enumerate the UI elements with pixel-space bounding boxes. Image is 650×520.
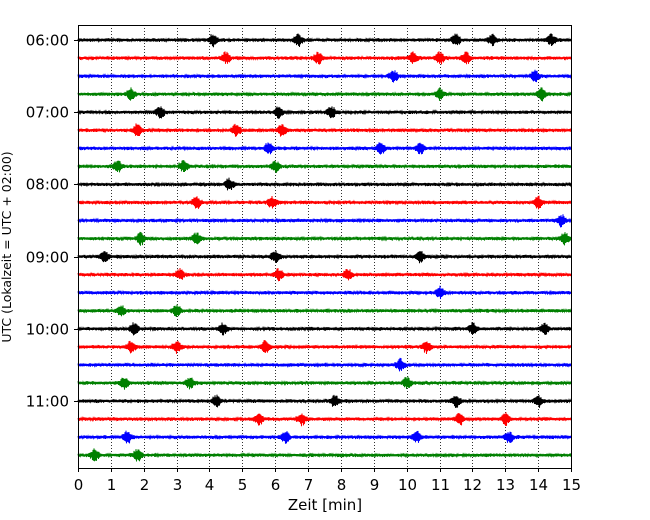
x-tick-label: 15 [562,476,581,494]
y-axis-label: UTC (Lokalzeit = UTC + 02:00) [0,151,14,342]
x-tick-label: 12 [463,476,482,494]
y-tick-label: 08:00 [26,176,69,194]
trace-line [77,376,572,390]
x-tick-label: 1 [107,476,117,494]
trace-line [77,69,572,83]
grid-lines [111,25,539,468]
trace-line [77,250,572,264]
trace-line [77,159,572,173]
trace-group [77,33,572,462]
x-tick-label: 2 [140,476,150,494]
x-tick-label: 4 [205,476,215,494]
x-tick-label: 5 [238,476,248,494]
trace-line [77,430,572,444]
plot-frame [78,25,572,469]
trace-line [77,142,572,155]
trace-line [77,267,572,282]
trace-line [77,123,572,137]
trace-line [77,304,572,318]
trace-line [77,33,572,48]
x-tick-label: 3 [173,476,183,494]
y-tick-label: 06:00 [26,32,69,50]
trace-line [77,339,572,355]
y-tick-label: 11:00 [26,393,69,411]
y-tick-label: 09:00 [26,249,69,267]
trace-line [77,195,572,210]
x-axis: 0 1 2 3 4 5 6 7 8 9 10 11 12 13 14 15 [74,468,581,494]
trace-line [77,322,572,336]
y-tick-label: 07:00 [26,104,69,122]
trace-line [77,448,572,462]
x-tick-label: 7 [304,476,314,494]
y-tick-label: 10:00 [26,321,69,339]
trace-line [77,87,572,102]
trace-line [77,285,572,300]
trace-line [77,231,572,246]
trace-line [77,394,572,408]
x-tick-label: 8 [337,476,347,494]
trace-line [77,51,572,65]
x-tick-label: 13 [496,476,515,494]
trace-line [77,357,572,372]
trace-line [77,106,572,119]
y-axis: 06:00 07:00 08:00 09:00 10:00 11:00 [26,32,78,411]
x-tick-label: 14 [529,476,548,494]
x-tick-label: 11 [431,476,450,494]
trace-line [77,177,572,191]
x-tick-label: 6 [271,476,281,494]
x-tick-label: 9 [370,476,380,494]
trace-line [77,214,572,228]
trace-line [77,412,572,427]
x-tick-label: 10 [398,476,417,494]
x-tick-label: 0 [74,476,84,494]
x-axis-label: Zeit [min] [288,496,362,514]
